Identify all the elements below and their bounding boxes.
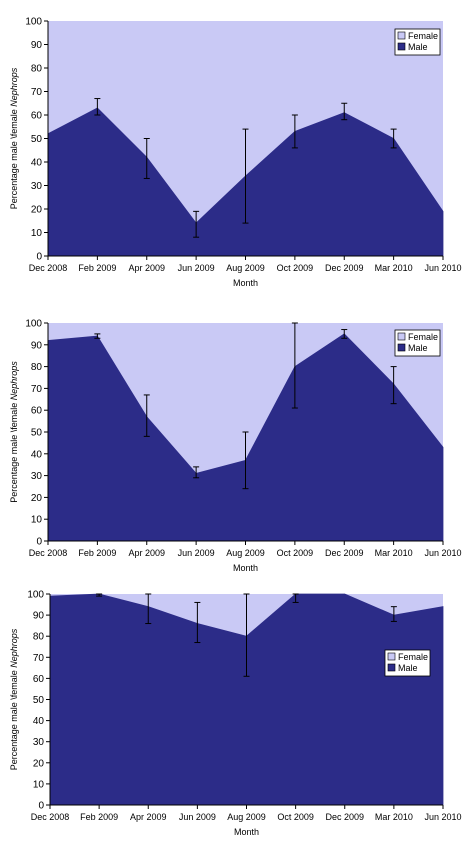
chart-3-x-tick-label: Aug 2009 [227, 812, 266, 822]
chart-2: 0 10 20 30 40 50 60 70 80 90 100 Dec 2008 Feb 2009 Ap… [9, 319, 462, 574]
chart-3-y-tick-label: 90 [33, 611, 45, 622]
chart-1-legend-label-male: Male [408, 42, 428, 52]
chart-3-x-tick-label: Mar 2010 [375, 812, 413, 822]
chart-3-y-axis-title-text: Percentage male \female [9, 668, 19, 771]
chart-1-y-tick-label: 100 [25, 17, 42, 28]
chart-3-x-tick-label: Feb 2009 [80, 812, 118, 822]
chart-1-y-tick-label: 80 [31, 64, 43, 75]
chart-3-legend-swatch-female [387, 652, 396, 661]
chart-2-x-tick-label: Dec 2009 [325, 548, 364, 558]
chart-2-y-tick-label: 60 [31, 406, 43, 417]
chart-1-legend-swatch-male [397, 42, 406, 51]
chart-3-y-tick-label: 50 [33, 695, 45, 706]
chart-1-y-tick-label: 30 [31, 181, 43, 192]
chart-2-male-area [47, 333, 444, 542]
chart-3-male-area [49, 593, 444, 806]
chart-1-x-tick-label: Dec 2008 [29, 263, 68, 273]
chart-3-x-tick-label: Dec 2008 [31, 812, 70, 822]
chart-3-y-tick-label: 30 [33, 737, 45, 748]
chart-3-legend-label-male: Male [398, 663, 418, 673]
chart-1-y-axis-title-text: Percentage male \female [9, 107, 19, 210]
chart-1-y-tick-label: 60 [31, 111, 43, 122]
chart-2-legend-swatch-male [397, 343, 406, 352]
chart-2-x-tick-label: Jun 2010 [424, 548, 461, 558]
chart-2-y-tick-label: 20 [31, 493, 43, 504]
chart-2-x-tick-label: Apr 2009 [128, 548, 165, 558]
chart-1-y-tick-label: 90 [31, 40, 43, 51]
chart-3: 0 10 20 30 40 50 60 70 80 90 100 Dec 2008 Feb 2009 Ap… [9, 590, 462, 838]
chart-3-x-tick-label: Dec 2009 [325, 812, 364, 822]
chart-1-y-tick-label: 50 [31, 134, 43, 145]
chart-1-y-axis-title: Percentage male \female Nephrops [9, 67, 19, 209]
chart-2-x-tick-label: Aug 2009 [226, 548, 265, 558]
chart-1-y-tick-label: 40 [31, 158, 43, 169]
chart-2-y-tick-label: 100 [25, 319, 42, 330]
chart-2-y-tick-label: 50 [31, 428, 43, 439]
chart-2-x-tick-label: Mar 2010 [375, 548, 413, 558]
chart-1-x-tick-label: Feb 2009 [78, 263, 116, 273]
chart-2-x-tick-label: Feb 2009 [78, 548, 116, 558]
chart-2-y-axis-title: Percentage male \female Nephrops [9, 361, 19, 503]
chart-1-x-tick-label: Mar 2010 [375, 263, 413, 273]
chart-3-y-tick-label: 40 [33, 716, 45, 727]
chart-3-legend-label-female: Female [398, 652, 428, 662]
chart-1-legend-label-female: Female [408, 31, 438, 41]
chart-2-legend-label-male: Male [408, 343, 428, 353]
chart-2-y-tick-label: 70 [31, 384, 43, 395]
chart-2-y-axis-title-italic: Nephrops [9, 361, 19, 401]
chart-1-x-tick-label: Jun 2009 [178, 263, 215, 273]
chart-1: 0 10 20 30 40 50 60 70 80 90 100 Dec 2008 Feb 2009 Ap… [9, 17, 462, 289]
chart-3-y-tick-label: 100 [27, 590, 44, 601]
chart-3-legend-swatch-male [387, 663, 396, 672]
chart-1-x-tick-label: Apr 2009 [128, 263, 165, 273]
chart-2-y-tick-label: 80 [31, 362, 43, 373]
chart-2-y-tick-label: 40 [31, 449, 43, 460]
chart-3-x-tick-label: Jun 2009 [179, 812, 216, 822]
chart-1-x-tick-label: Jun 2010 [424, 263, 461, 273]
chart-2-x-axis-title: Month [233, 563, 258, 573]
chart-3-y-tick-label: 10 [33, 779, 45, 790]
chart-2-y-tick-label: 10 [31, 515, 43, 526]
chart-1-y-axis-title-italic: Nephrops [9, 67, 19, 107]
chart-1-legend-swatch-female [397, 31, 406, 40]
chart-2-x-tick-label: Dec 2008 [29, 548, 68, 558]
chart-3-y-tick-label: 0 [38, 801, 44, 812]
chart-3-x-tick-label: Oct 2009 [277, 812, 314, 822]
chart-1-x-tick-label: Dec 2009 [325, 263, 364, 273]
chart-1-y-tick-label: 10 [31, 228, 43, 239]
chart-1-y-tick-label: 70 [31, 87, 43, 98]
chart-3-y-tick-label: 70 [33, 653, 45, 664]
chart-1-y-tick-label: 0 [36, 252, 42, 263]
chart-2-x-tick-label: Jun 2009 [178, 548, 215, 558]
chart-1-x-tick-label: Aug 2009 [226, 263, 265, 273]
chart-2-y-tick-label: 0 [36, 537, 42, 548]
chart-3-x-axis-title: Month [234, 827, 259, 837]
chart-1-y-tick-label: 20 [31, 205, 43, 216]
chart-3-y-axis-title: Percentage male \female Nephrops [9, 628, 19, 770]
chart-3-y-axis-title-italic: Nephrops [9, 628, 19, 668]
chart-1-x-tick-label: Oct 2009 [277, 263, 314, 273]
chart-3-x-tick-label: Jun 2010 [424, 812, 461, 822]
chart-2-y-axis-title-text: Percentage male \female [9, 400, 19, 503]
chart-2-x-tick-label: Oct 2009 [277, 548, 314, 558]
chart-3-y-tick-label: 20 [33, 758, 45, 769]
chart-3-x-tick-label: Apr 2009 [130, 812, 167, 822]
chart-2-y-tick-label: 30 [31, 471, 43, 482]
chart-3-y-tick-label: 80 [33, 632, 45, 643]
chart-2-y-tick-label: 90 [31, 340, 43, 351]
chart-2-legend-swatch-female [397, 332, 406, 341]
chart-2-legend-label-female: Female [408, 332, 438, 342]
chart-1-x-axis-title: Month [233, 278, 258, 288]
chart-3-y-tick-label: 60 [33, 674, 45, 685]
